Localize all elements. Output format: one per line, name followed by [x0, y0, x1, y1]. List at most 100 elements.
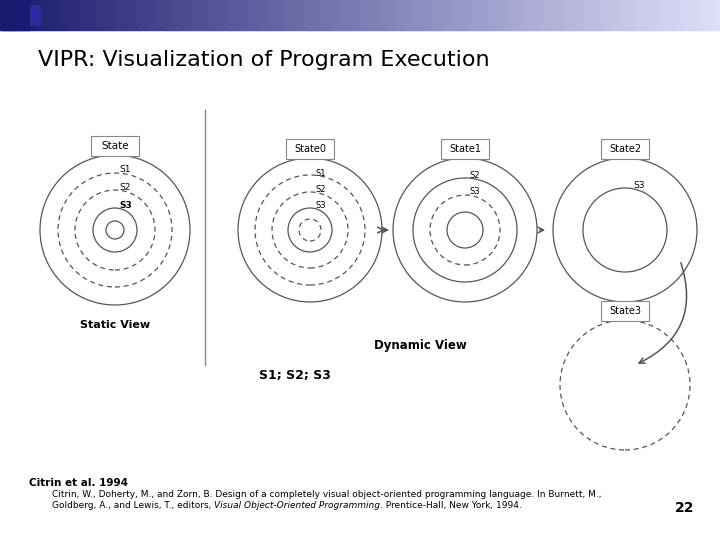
Text: State2: State2 [609, 144, 641, 154]
Bar [544, 0, 548, 30]
Bar [637, 0, 642, 30]
Bar [245, 0, 249, 30]
FancyBboxPatch shape [601, 301, 649, 321]
Bar [382, 0, 386, 30]
Bar [119, 0, 123, 30]
Text: State3: State3 [609, 306, 641, 316]
Text: Citrin et al. 1994: Citrin et al. 1994 [29, 478, 128, 488]
Bar [58, 0, 62, 30]
Bar [396, 0, 400, 30]
Bar [594, 0, 598, 30]
Bar [526, 0, 530, 30]
Bar [252, 0, 256, 30]
Bar [187, 0, 192, 30]
Text: S1; S2; S3: S1; S2; S3 [259, 368, 331, 381]
Bar [684, 0, 688, 30]
Bar [468, 0, 472, 30]
Bar [583, 0, 588, 30]
Bar [83, 0, 87, 30]
Bar [716, 0, 720, 30]
Bar [587, 0, 591, 30]
Bar [266, 0, 271, 30]
Bar [36, 0, 40, 30]
Bar [133, 0, 138, 30]
Bar [547, 0, 552, 30]
Bar [248, 0, 253, 30]
Bar [169, 0, 174, 30]
Bar [695, 0, 699, 30]
FancyBboxPatch shape [286, 139, 334, 159]
Bar [436, 0, 440, 30]
Bar [32, 0, 37, 30]
FancyBboxPatch shape [91, 136, 139, 156]
Text: S1: S1 [119, 165, 130, 174]
Bar [43, 0, 48, 30]
Bar [475, 0, 480, 30]
Bar [403, 0, 408, 30]
Text: Dynamic View: Dynamic View [374, 339, 467, 352]
Bar [335, 0, 339, 30]
Bar [108, 0, 112, 30]
Bar [508, 0, 512, 30]
Bar [324, 0, 328, 30]
Bar [432, 0, 436, 30]
Bar [274, 0, 278, 30]
Bar [223, 0, 228, 30]
Bar [608, 0, 613, 30]
Bar [115, 0, 120, 30]
Bar [428, 0, 433, 30]
Text: 22: 22 [675, 501, 695, 515]
Bar [479, 0, 483, 30]
Bar [364, 0, 368, 30]
Bar [176, 0, 181, 30]
Bar [572, 0, 577, 30]
Bar [389, 0, 393, 30]
Bar [562, 0, 566, 30]
Text: S2: S2 [470, 172, 480, 180]
Bar [504, 0, 508, 30]
Bar [144, 0, 148, 30]
Text: State: State [102, 141, 129, 151]
Bar [205, 0, 210, 30]
Bar [569, 0, 573, 30]
Bar [166, 0, 170, 30]
Text: S1: S1 [315, 168, 325, 178]
Bar [18, 0, 22, 30]
Bar [598, 0, 602, 30]
Bar [238, 0, 242, 30]
Bar [500, 0, 505, 30]
Bar [533, 0, 537, 30]
Bar [565, 0, 570, 30]
Bar [346, 0, 350, 30]
Bar [130, 0, 134, 30]
Text: Visual Object-Oriented Programming: Visual Object-Oriented Programming [214, 501, 380, 510]
Bar [464, 0, 469, 30]
Bar [634, 0, 638, 30]
Bar [371, 0, 375, 30]
Bar [79, 0, 84, 30]
Bar [284, 0, 289, 30]
Bar [277, 0, 282, 30]
Bar [392, 0, 397, 30]
Bar [630, 0, 634, 30]
Text: S3: S3 [633, 180, 644, 190]
Bar [536, 0, 541, 30]
Bar [313, 0, 318, 30]
Bar [659, 0, 663, 30]
Text: State0: State0 [294, 144, 326, 154]
Bar [641, 0, 645, 30]
Text: VIPR: Visualization of Program Execution: VIPR: Visualization of Program Execution [38, 50, 490, 70]
Bar [691, 0, 696, 30]
Bar [101, 0, 105, 30]
FancyBboxPatch shape [601, 139, 649, 159]
Bar [68, 0, 73, 30]
Bar [227, 0, 231, 30]
Bar [580, 0, 584, 30]
Bar [65, 0, 69, 30]
Bar [619, 0, 624, 30]
Bar [14, 0, 19, 30]
Bar [644, 0, 649, 30]
Bar [356, 0, 361, 30]
Bar [673, 0, 678, 30]
Bar [302, 0, 307, 30]
